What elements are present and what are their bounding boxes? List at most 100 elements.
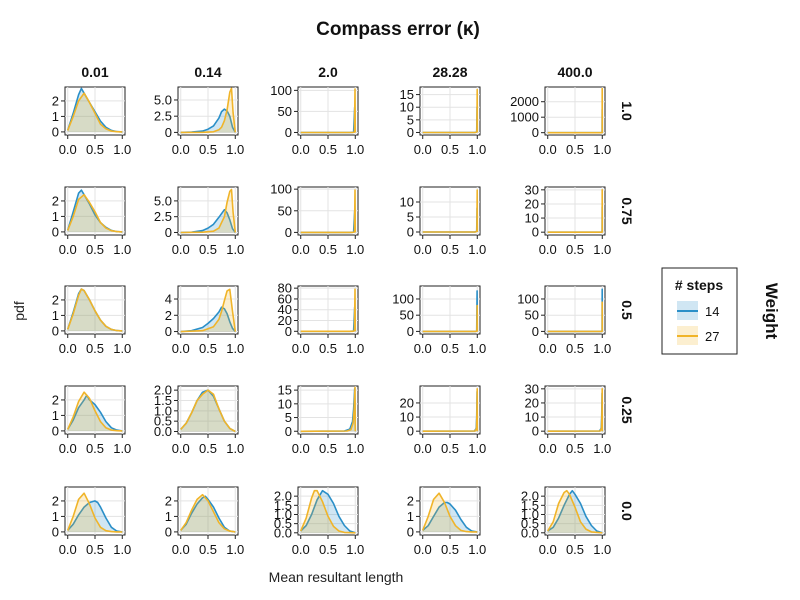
density-line-27: [422, 189, 479, 233]
y-tick-label: 0.0: [521, 525, 539, 540]
x-tick-label: 1.0: [468, 341, 486, 356]
x-tick-label: 1.0: [113, 441, 131, 456]
x-tick-label: 0.0: [59, 142, 77, 157]
y-tick-label: 1: [52, 109, 59, 124]
density-fill-27: [180, 289, 236, 332]
x-tick-label: 0.0: [539, 441, 557, 456]
density-line-14: [547, 489, 603, 534]
y-tick-label: 80: [278, 281, 292, 296]
y-tick-label: 0: [532, 324, 539, 339]
density-line-14: [180, 306, 236, 333]
y-tick-label: 0: [407, 424, 414, 439]
row-label-0.25: 0.25: [619, 396, 635, 423]
x-tick-label: 0.5: [199, 142, 217, 157]
y-tick-label: 0: [285, 225, 292, 240]
x-tick-label: 1.0: [226, 341, 244, 356]
x-tick-label: 0.5: [319, 441, 337, 456]
y-tick-label: 60: [278, 291, 292, 306]
row-label-1.0: 1.0: [619, 101, 635, 121]
y-tick-label: 1.5: [274, 498, 292, 513]
y-tick-label: 0: [285, 324, 292, 339]
x-tick-label: 1.0: [113, 142, 131, 157]
density-line-27: [300, 288, 357, 333]
x-tick-label: 0.0: [539, 341, 557, 356]
density-fill-27: [67, 493, 123, 532]
x-tick-label: 0.5: [319, 242, 337, 257]
y-tick-label: 10: [525, 211, 539, 226]
density-line-27: [547, 489, 603, 534]
density-line-27: [66, 193, 123, 233]
density-fill-14: [67, 88, 123, 132]
y-tick-label: 100: [517, 291, 539, 306]
density-line-14: [422, 501, 478, 533]
col-label-0.01: 0.01: [81, 64, 108, 80]
y-tick-label: 2000: [510, 94, 539, 109]
col-label-400.0: 400.0: [557, 64, 592, 80]
y-tick-label: 1.0: [274, 507, 292, 522]
y-tick-label: 2: [165, 493, 172, 508]
density-line-27: [547, 87, 604, 134]
x-tick-label: 0.0: [59, 341, 77, 356]
legend-label-14: 14: [705, 304, 719, 319]
y-tick-label: 0: [285, 424, 292, 439]
density-line-27: [180, 389, 236, 433]
panel-w0.25-k0.14: 0.0 0.5 1.00.00.51.01.52.0: [154, 383, 244, 456]
density-fill-27: [547, 490, 603, 533]
panel-w1.0-k0.01: 0.0 0.5 1.0 012: [52, 86, 131, 157]
x-tick-label: 1.0: [593, 542, 611, 557]
y-tick-label: 0.5: [521, 516, 539, 531]
y-tick-label: 2: [407, 493, 414, 508]
y-tick-label: 15: [400, 87, 414, 102]
panel-w0.0-k0.01: 0.0 0.5 1.0 012: [52, 486, 131, 557]
density-fill-14: [180, 390, 236, 432]
x-tick-label: 1.0: [226, 142, 244, 157]
density-fill-27: [180, 494, 236, 532]
x-tick-label: 1.0: [113, 341, 131, 356]
panel-w0.0-k28.28: 0.0 0.5 1.0 012: [407, 486, 486, 557]
y-tick-label: 0: [52, 124, 59, 139]
panel-w0.5-k0.01: 0.0 0.5 1.0 012: [52, 285, 131, 356]
x-tick-label: 1.0: [346, 242, 364, 257]
density-line-27: [66, 92, 123, 133]
x-tick-label: 0.0: [539, 542, 557, 557]
y-tick-label: 1: [52, 408, 59, 423]
x-tick-label: 0.0: [414, 242, 432, 257]
x-tick-label: 0.0: [59, 441, 77, 456]
col-label-2.0: 2.0: [318, 64, 338, 80]
y-tick-label: 30: [525, 381, 539, 396]
row-label-0.5: 0.5: [619, 300, 635, 320]
x-tick-label: 0.5: [566, 341, 584, 356]
y-tick-label: 0: [165, 324, 172, 339]
density-line-14: [300, 489, 356, 534]
density-line-27: [66, 288, 123, 332]
y-tick-label: 10: [400, 195, 414, 210]
panel-w0.0-k400.0: 0.0 0.5 1.00.00.51.01.52.0: [521, 486, 611, 557]
y-tick-label: 1: [52, 509, 59, 524]
x-tick-label: 0.0: [172, 242, 190, 257]
density-line-27: [547, 189, 604, 233]
y-tick-label: 50: [400, 308, 414, 323]
col-label-0.14: 0.14: [194, 64, 221, 80]
y-tick-label: 100: [392, 291, 414, 306]
y-tick-label: 1.5: [154, 393, 172, 408]
panel-w0.75-k0.01: 0.0 0.5 1.0 012: [52, 186, 131, 257]
row-facet-title: Weight: [762, 283, 781, 340]
y-tick-label: 0: [407, 125, 414, 140]
x-tick-label: 1.0: [468, 441, 486, 456]
x-tick-label: 0.0: [172, 341, 190, 356]
x-tick-label: 0.0: [172, 542, 190, 557]
x-tick-label: 0.5: [86, 441, 104, 456]
density-line-27: [66, 391, 123, 432]
x-tick-label: 1.0: [593, 142, 611, 157]
y-tick-label: 30: [525, 182, 539, 197]
y-tick-label: 2.0: [521, 489, 539, 504]
y-tick-label: 4: [165, 292, 172, 307]
x-tick-label: 0.5: [441, 142, 459, 157]
y-tick-label: 0: [532, 424, 539, 439]
panel-w0.0-k0.14: 0.0 0.5 1.0 012: [165, 486, 244, 557]
x-tick-label: 0.0: [292, 441, 310, 456]
panel-w0.75-k2.0: 0.0 0.5 1.0 0 50 100: [270, 182, 364, 257]
y-tick-label: 5.0: [154, 92, 172, 107]
